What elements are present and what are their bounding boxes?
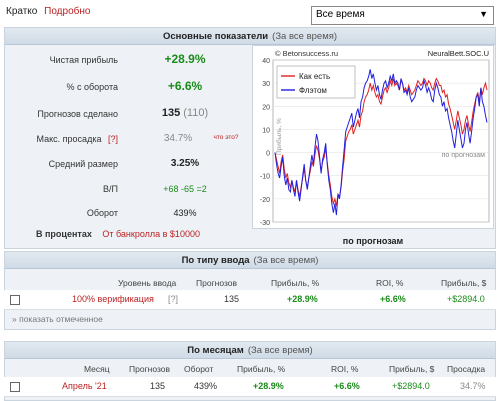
forecasts-count: 135 xyxy=(161,107,181,119)
bankroll-link[interactable]: От банкролла в $10000 xyxy=(102,229,200,239)
chart-inner-xlabel: по прогнозам xyxy=(442,152,486,159)
profit-label: Чистая прибыль xyxy=(49,55,118,65)
legend-box xyxy=(276,65,356,99)
type-row-profit: +28.9% xyxy=(287,294,318,304)
month-row-turnover: 439% xyxy=(194,381,218,391)
type-row-profit-usd: +$2894.0 xyxy=(447,294,485,304)
drawdown-help-link[interactable]: [?] xyxy=(107,134,118,144)
mcol-turnover: Оборот xyxy=(184,364,214,374)
legend-label: Как есть xyxy=(299,72,330,81)
period-select[interactable]: Все время ▼ xyxy=(311,6,494,25)
show-marked-link[interactable]: » показать отмеченное xyxy=(12,314,103,324)
col-profit-usd: Прибыль, $ xyxy=(441,278,487,288)
type-row-level[interactable]: 100% верификация xyxy=(72,294,154,304)
main-panel-header: Основные показатели (За все время) xyxy=(5,28,495,45)
main-panel-subtitle: (За все время) xyxy=(272,31,338,42)
chevron-down-icon: ▼ xyxy=(479,9,488,19)
y-tick-label: -10 xyxy=(260,174,270,181)
profit-chart-svg: 40 30 20 10 0 -10 -20 -30 © Betonsuccess.ru Neura… xyxy=(260,49,490,227)
type-panel-subtitle: (За все время) xyxy=(253,255,319,266)
win-loss-value: +68 -65 =2 xyxy=(163,184,207,194)
y-tick-label: 10 xyxy=(262,127,270,134)
month-row-forecasts: 135 xyxy=(150,381,166,391)
mcol-forecasts: Прогнозов xyxy=(129,364,171,374)
month-row-drawdown: 34.7% xyxy=(460,381,486,391)
y-tick-label: -30 xyxy=(260,220,270,227)
col-level: Уровень ввода xyxy=(118,278,177,288)
type-panel-header: По типу ввода (За все время) xyxy=(5,252,495,269)
turnover-label: Оборот xyxy=(86,208,118,218)
mcol-roi: ROI, % xyxy=(331,364,359,374)
top-nav: Кратко Подробно xyxy=(6,6,94,17)
type-row-roi: +6.6% xyxy=(380,294,406,304)
chart-source: © Betonsuccess.ru xyxy=(275,49,338,58)
drawdown-label: Макс. просадка [?] xyxy=(10,134,118,144)
col-roi: ROI, % xyxy=(376,278,404,288)
forecasts-label: Прогнозов сделано xyxy=(37,109,118,119)
month-panel-header: По месяцам (За все время) xyxy=(5,342,495,359)
profit-chart: 40 30 20 10 0 -10 -20 -30 © Betonsuccess.ru Neura… xyxy=(252,45,494,229)
chart-xlabel: по прогнозам xyxy=(342,236,404,246)
drawdown-value: 34.7% xyxy=(163,133,193,144)
month-row-checkbox[interactable] xyxy=(10,382,20,392)
avg-size-label: Средний размер xyxy=(48,159,118,169)
y-tick-label: -20 xyxy=(260,197,270,204)
month-row: Апрель '21 135 439% +28.9% +6.6% +$2894.… xyxy=(4,377,496,397)
series-line-1 xyxy=(274,77,488,206)
mcol-month: Месяц xyxy=(84,364,110,374)
chart-ylabel: Прибыль, % xyxy=(275,118,283,155)
percent-row: В процентах От банкролла в $10000 xyxy=(36,229,200,239)
y-tick-label: 0 xyxy=(266,151,270,158)
tab-brief[interactable]: Кратко xyxy=(6,6,38,17)
type-panel-title: По типу ввода xyxy=(181,255,250,266)
forecasts-value: 135 (110) xyxy=(135,107,235,119)
period-select-value: Все время xyxy=(316,9,365,20)
y-tick-label: 20 xyxy=(262,104,270,111)
month-row-roi: +6.6% xyxy=(334,381,360,391)
month-panel-subtitle: (За все время) xyxy=(247,345,313,356)
chart-author: NeuralBett.SOC.U xyxy=(428,49,489,58)
win-loss-label: В/П xyxy=(103,184,118,194)
y-tick-label: 40 xyxy=(262,58,270,65)
turnover-pct-value: +6.6% xyxy=(167,79,203,93)
percent-label: В процентах xyxy=(36,229,92,239)
month-row-profit: +28.9% xyxy=(253,381,284,391)
main-panel-title: Основные показатели xyxy=(162,31,269,42)
series-line-2 xyxy=(274,69,488,216)
drawdown-label-text: Макс. просадка xyxy=(36,134,102,144)
avg-size-value: 3.25% xyxy=(170,158,200,169)
profit-value: +28.9% xyxy=(164,52,206,66)
month-row-month[interactable]: Апрель '21 xyxy=(62,381,107,391)
type-row: 100% верификация [?] 135 +28.9% +6.6% +$… xyxy=(4,290,496,310)
legend-label: Флэтом xyxy=(299,86,327,95)
drawdown-what-link[interactable]: что это? xyxy=(213,134,239,141)
mcol-drawdown: Просадка xyxy=(447,364,486,374)
type-row-forecasts: 135 xyxy=(224,294,240,304)
mcol-profit-usd: Прибыль, $ xyxy=(389,364,435,374)
y-tick-label: 30 xyxy=(262,81,270,88)
type-row-checkbox[interactable] xyxy=(10,295,20,305)
type-row-help[interactable]: [?] xyxy=(168,294,179,304)
forecasts-total: (110) xyxy=(183,107,209,119)
col-profit-pct: Прибыль, % xyxy=(271,278,320,288)
col-forecasts: Прогнозов xyxy=(196,278,238,288)
month-panel-title: По месяцам xyxy=(187,345,244,356)
turnover-value: 439% xyxy=(173,208,197,218)
mcol-profit-pct: Прибыль, % xyxy=(237,364,286,374)
month-row-profit-usd: +$2894.0 xyxy=(392,381,430,391)
turnover-pct-label: % с оборота xyxy=(66,82,118,92)
tab-detail[interactable]: Подробно xyxy=(44,6,91,17)
